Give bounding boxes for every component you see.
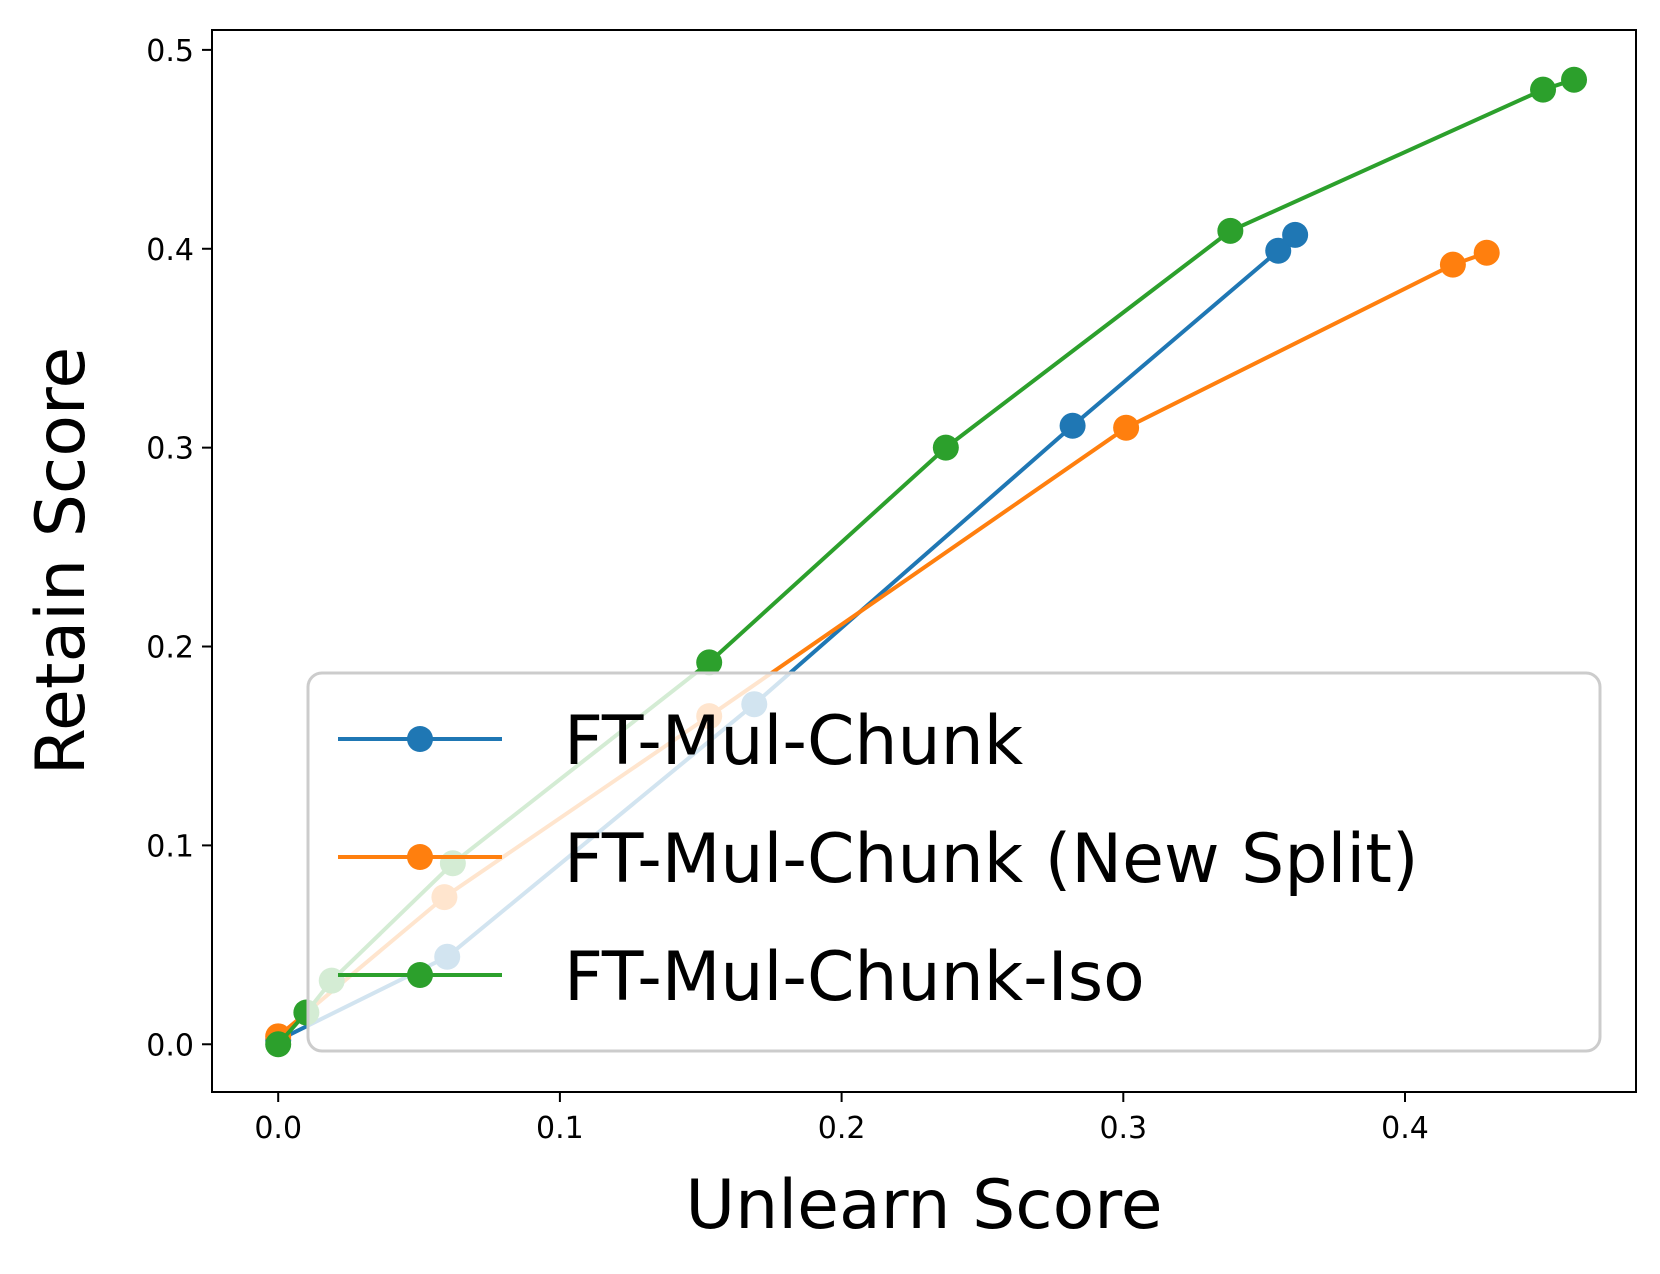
data-point-ft-mul-chunk-iso (265, 1031, 292, 1058)
legend-label: FT-Mul-Chunk (New Split) (564, 820, 1418, 899)
legend-marker-swatch (407, 726, 433, 752)
data-point-ft-mul-chunk (1265, 237, 1292, 264)
legend-label: FT-Mul-Chunk (564, 702, 1024, 781)
x-axis: 0.0 0.1 0.2 0.3 0.4 (254, 1092, 1429, 1146)
y-axis: 0.0 0.1 0.2 0.3 0.4 0.5 (146, 34, 212, 1063)
y-tick-label: 0.5 (146, 34, 194, 69)
y-tick-label: 0.2 (146, 631, 194, 666)
data-point-ft-mul-chunk (1282, 221, 1309, 248)
data-point-ft-mul-chunk-iso (932, 434, 959, 461)
x-axis-label: Unlearn Score (685, 1166, 1162, 1245)
y-tick-label: 0.3 (146, 432, 194, 467)
legend-item: FT-Mul-Chunk (New Split) (338, 820, 1418, 899)
legend-box (306, 671, 1602, 1053)
legend: FT-Mul-Chunk FT-Mul-Chunk (New Split) FT-M… (306, 671, 1602, 1053)
data-point-ft-mul-chunk-iso (696, 649, 723, 676)
legend-marker-swatch (407, 962, 433, 988)
data-point-ft-mul-chunk-new-split (1439, 251, 1466, 278)
x-tick-label: 0.3 (1099, 1111, 1147, 1146)
legend-item: FT-Mul-Chunk-Iso (338, 938, 1145, 1017)
data-point-ft-mul-chunk-iso (1530, 76, 1557, 103)
data-point-ft-mul-chunk-iso (1561, 66, 1588, 93)
legend-label: FT-Mul-Chunk-Iso (564, 938, 1145, 1017)
x-tick-label: 0.2 (818, 1111, 866, 1146)
data-point-ft-mul-chunk-iso (1217, 217, 1244, 244)
x-tick-label: 0.0 (254, 1111, 302, 1146)
data-point-ft-mul-chunk-new-split (1473, 239, 1500, 266)
y-tick-label: 0.4 (146, 233, 194, 268)
y-axis-label: Retain Score (22, 347, 101, 775)
plot-frame (211, 29, 1637, 1093)
y-tick-label: 0.0 (146, 1028, 194, 1063)
data-point-ft-mul-chunk (1059, 412, 1086, 439)
y-tick-label: 0.1 (146, 829, 194, 864)
data-point-ft-mul-chunk-new-split (1113, 414, 1140, 441)
x-tick-label: 0.4 (1381, 1111, 1429, 1146)
legend-marker-swatch (407, 844, 433, 870)
legend-item: FT-Mul-Chunk (338, 702, 1024, 781)
x-tick-label: 0.1 (536, 1111, 584, 1146)
